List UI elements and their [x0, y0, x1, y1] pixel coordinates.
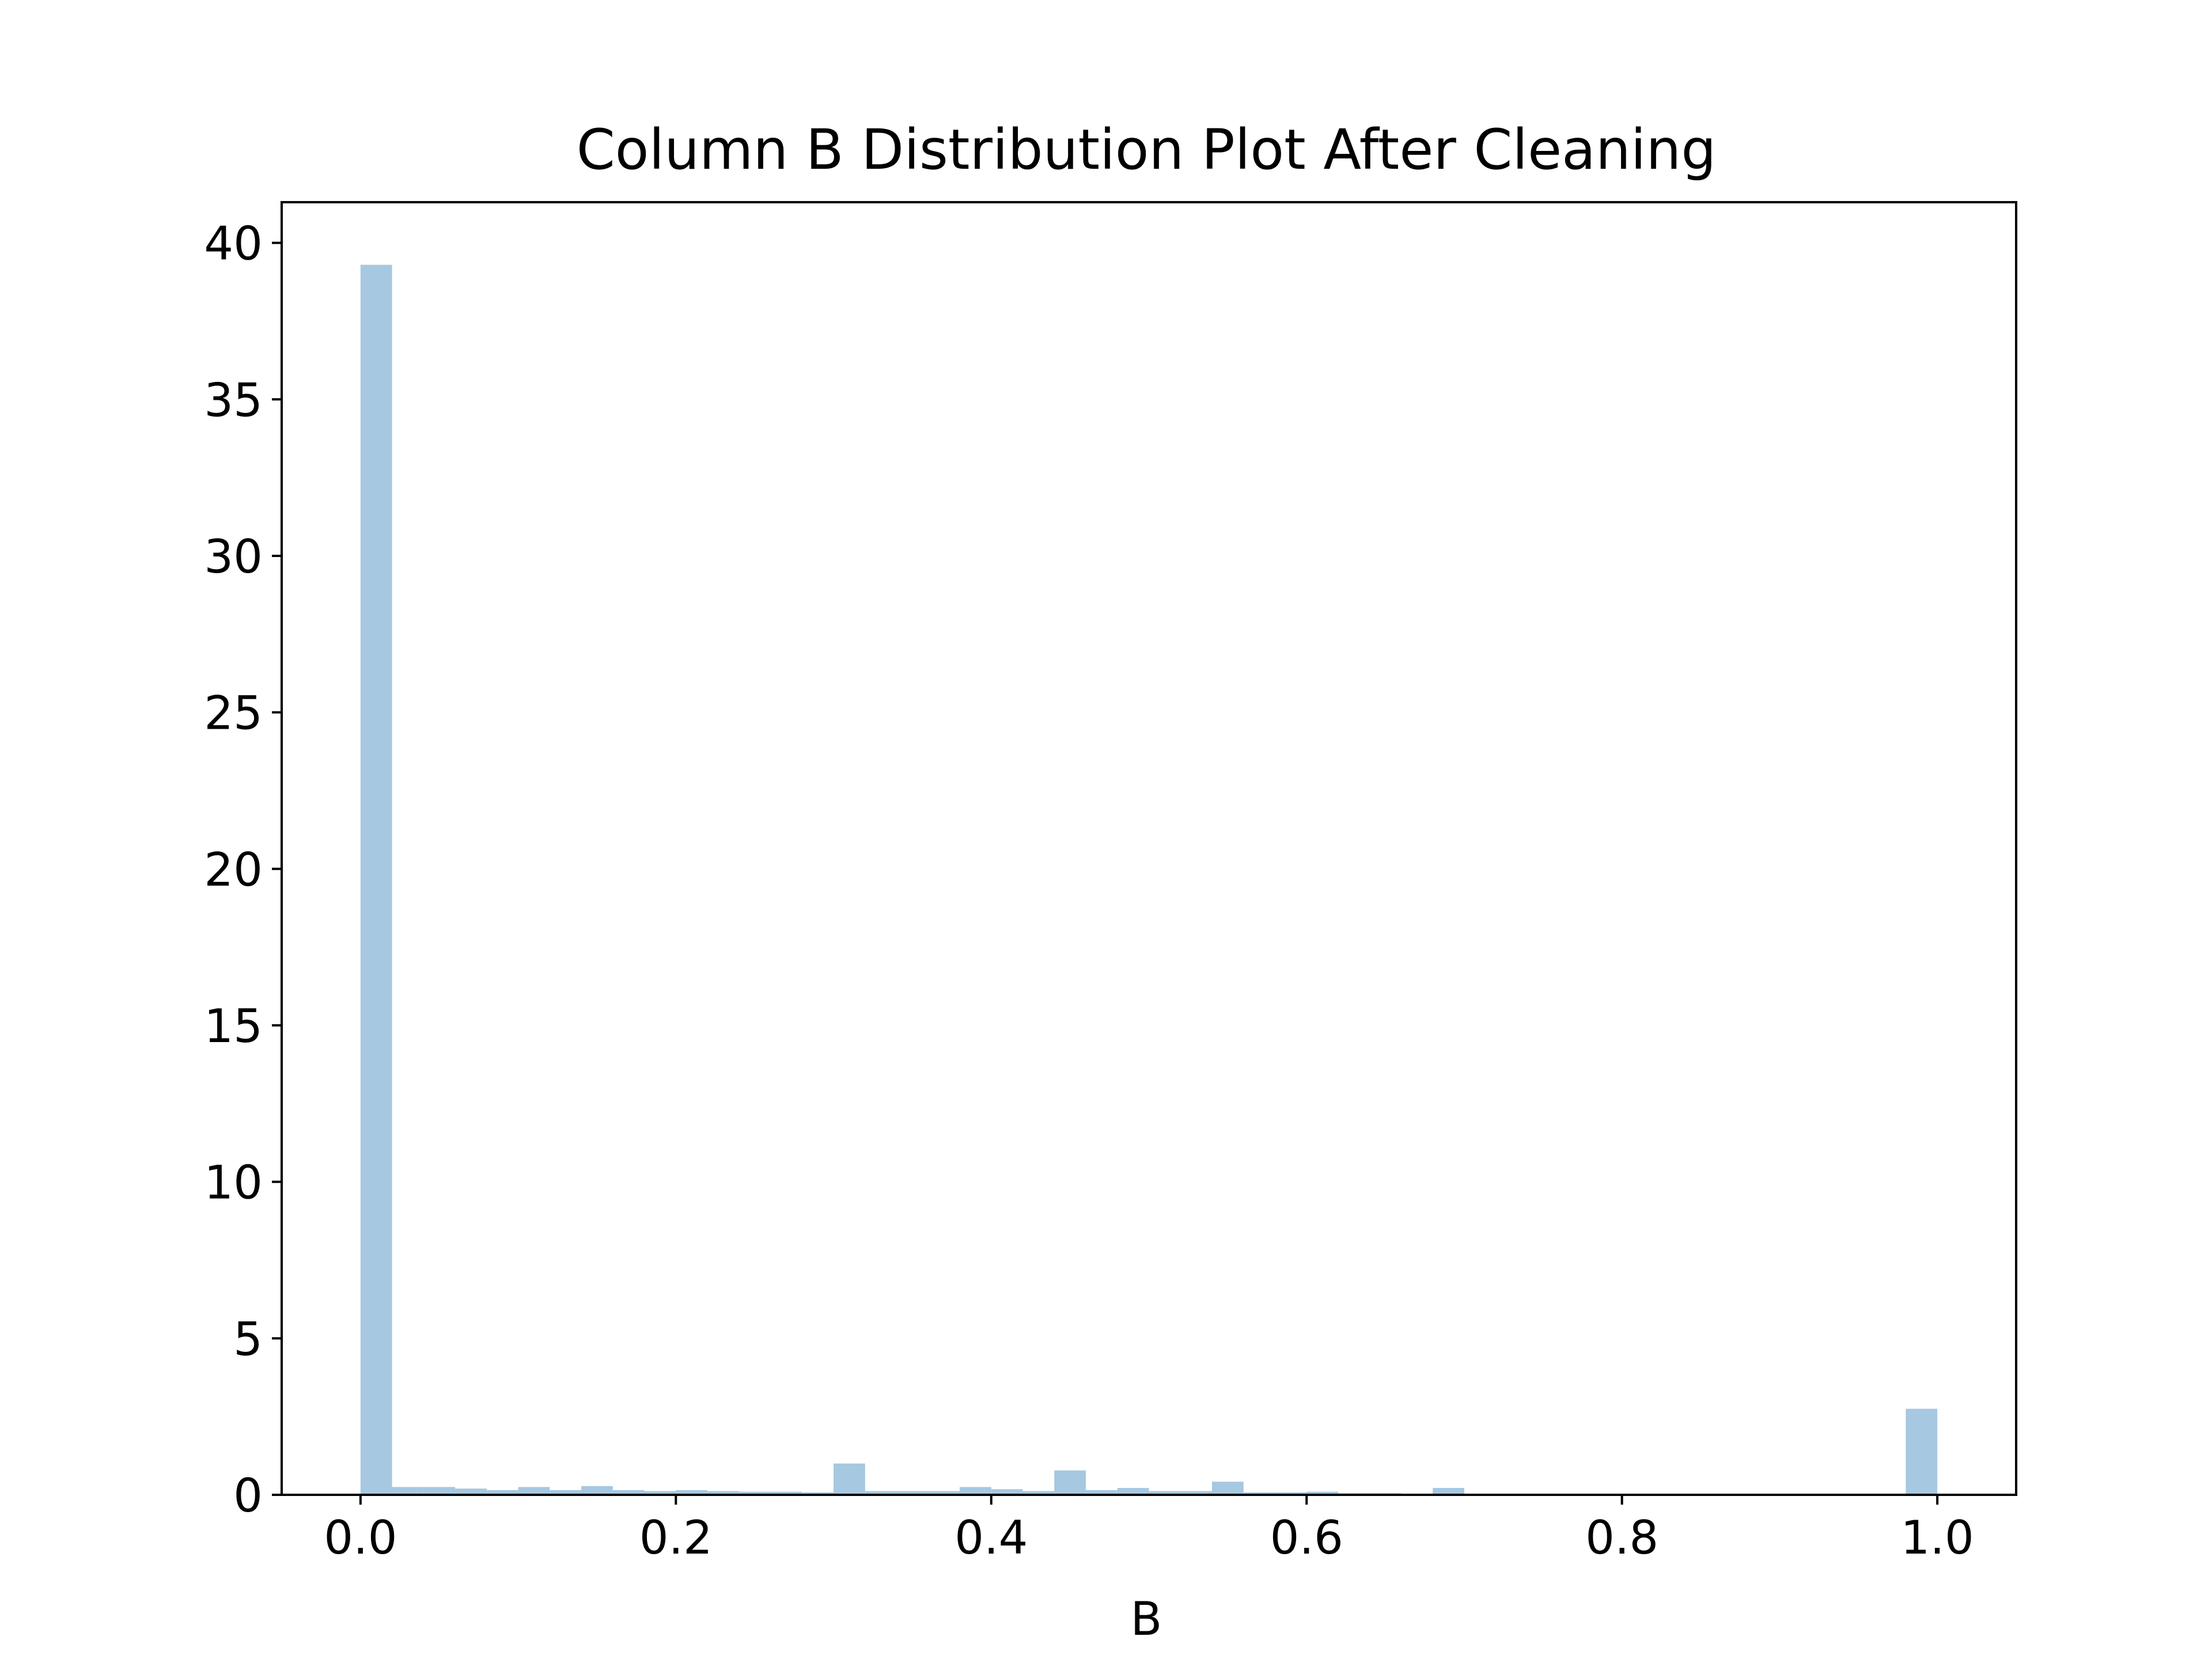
x-tick-label: 0.8 [1585, 1511, 1658, 1565]
histogram-bar [1433, 1488, 1464, 1495]
histogram-bar [960, 1487, 991, 1495]
histogram-bar [1211, 1482, 1244, 1495]
histogram-bar [550, 1490, 582, 1495]
x-axis-label: B [1131, 1592, 1162, 1646]
histogram-bar [865, 1491, 897, 1495]
y-tick-label: 10 [204, 1156, 263, 1210]
y-tick-label: 15 [204, 999, 263, 1053]
x-tick-label: 1.0 [1901, 1511, 1974, 1565]
histogram-bar [1275, 1492, 1307, 1495]
histogram-bar [423, 1487, 456, 1495]
y-tick-label: 30 [204, 530, 263, 584]
histogram-bar [738, 1491, 771, 1495]
histogram-bar [1086, 1490, 1118, 1495]
histogram-bar [802, 1492, 834, 1495]
histogram-bar [928, 1491, 960, 1495]
histogram-bar [1180, 1491, 1212, 1495]
histogram-bar [896, 1491, 929, 1495]
x-axis: 0.0 0.2 0.4 0.6 0.8 1.0 [324, 1495, 1974, 1565]
histogram-bar [1022, 1491, 1055, 1495]
histogram-bar [360, 264, 392, 1495]
histogram-bar [676, 1490, 708, 1495]
histogram-bar [612, 1490, 645, 1495]
histogram-bar [518, 1487, 550, 1495]
histogram-bar [455, 1488, 487, 1495]
x-tick-label: 0.4 [955, 1511, 1028, 1565]
histogram-bar [1054, 1470, 1086, 1495]
y-tick-label: 20 [204, 843, 263, 896]
histogram-bar [392, 1487, 424, 1495]
histogram-bar [1149, 1491, 1181, 1495]
histogram-bar [1906, 1408, 1938, 1495]
histogram-bar [991, 1489, 1023, 1495]
y-tick-label: 40 [204, 217, 263, 271]
y-tick-label: 0 [233, 1469, 263, 1522]
x-tick-label: 0.0 [324, 1511, 397, 1565]
histogram-bar [1117, 1488, 1149, 1495]
chart-title: Column B Distribution Plot After Cleanin… [577, 118, 1717, 182]
plot-frame [281, 201, 2017, 1496]
histogram-bar [1306, 1491, 1338, 1495]
histogram-bar [834, 1463, 865, 1495]
y-tick-label: 5 [233, 1312, 263, 1366]
histogram-bar [770, 1491, 802, 1495]
y-tick-label: 35 [204, 373, 263, 427]
y-axis: 0 5 10 15 20 25 30 35 40 [204, 217, 282, 1522]
y-tick-label: 25 [204, 687, 263, 740]
histogram-bar [644, 1491, 676, 1495]
histogram-bar [486, 1490, 518, 1495]
histogram-bar [707, 1491, 739, 1495]
x-tick-label: 0.6 [1270, 1511, 1343, 1565]
histogram-bar [581, 1486, 613, 1495]
bars-layer [360, 264, 1938, 1495]
x-tick-label: 0.2 [639, 1511, 713, 1565]
histogram-bar [1243, 1492, 1275, 1495]
